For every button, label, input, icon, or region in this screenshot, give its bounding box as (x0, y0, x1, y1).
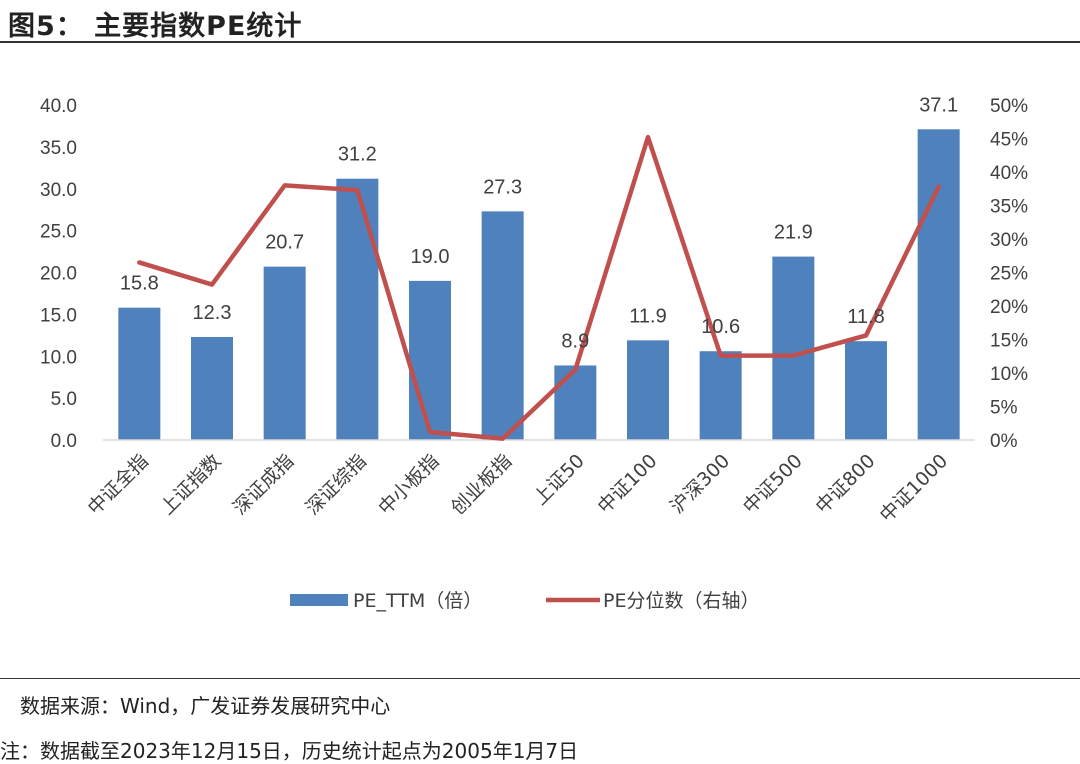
category-label: 上证指数 (156, 450, 225, 519)
title-divider (0, 41, 1080, 43)
bar (118, 307, 161, 440)
category-label: 上证50 (529, 450, 589, 510)
category-label: 中证1000 (876, 450, 953, 527)
source-note: 数据来源：Wind，广发证券发展研究中心 (20, 694, 391, 718)
bar-data-label: 31.2 (338, 144, 377, 166)
category-label: 创业板指 (447, 450, 516, 519)
pe-chart: 0.0 5.0 10.0 15.0 20.0 25.0 30.0 35.0 40.0 0% 5% 10… (40, 94, 1028, 612)
bar (917, 129, 960, 440)
left-axis-tick: 15.0 (40, 305, 77, 326)
category-label: 中证全指 (84, 450, 153, 519)
right-axis-tick: 10% (990, 364, 1028, 385)
left-axis-tick: 30.0 (40, 180, 77, 201)
bar (409, 280, 451, 440)
bar-data-label: 11.9 (629, 305, 666, 327)
left-axis-tick: 35.0 (40, 138, 77, 159)
category-label: 沪深300 (666, 450, 734, 518)
legend-bar-swatch (290, 594, 348, 606)
bar-data-label: 27.3 (483, 176, 522, 198)
right-axis-tick: 35% (990, 197, 1028, 218)
left-axis-tick: 5.0 (51, 389, 77, 410)
bar (772, 256, 815, 440)
right-axis-tick: 30% (990, 230, 1028, 251)
figure-title: 图5： 主要指数PE统计 (8, 11, 303, 42)
bar (481, 211, 524, 440)
left-axis-tick: 10.0 (40, 347, 77, 368)
category-label: 中小板指 (374, 450, 443, 519)
bar-data-label: 15.8 (120, 273, 159, 295)
right-axis-tick: 5% (990, 398, 1018, 419)
bar-data-label: 37.1 (919, 94, 958, 116)
bar-data-label: 12.3 (193, 302, 232, 324)
bar-data-label: 8.9 (561, 330, 589, 352)
bar (845, 341, 887, 440)
bar-data-label: 11.8 (847, 306, 884, 328)
category-label: 深证成指 (229, 450, 298, 519)
right-axis-tick: 50% (990, 96, 1028, 117)
footer-divider (0, 678, 1080, 679)
category-label: 中证100 (593, 450, 661, 518)
left-axis-tick: 20.0 (40, 264, 77, 285)
bar (627, 340, 669, 440)
category-label: 中证500 (739, 450, 807, 518)
bar (554, 365, 597, 440)
bar-data-label: 10.6 (701, 316, 740, 338)
category-label: 中证800 (811, 450, 879, 518)
remark-note: 注：数据截至2023年12月15日，历史统计起点为2005年1月7日 (0, 739, 579, 763)
right-axis-tick: 15% (990, 331, 1028, 352)
bar-data-label: 19.0 (411, 246, 450, 268)
right-axis-tick: 40% (990, 163, 1028, 184)
legend-label-percentile: PE分位数（右轴） (603, 590, 759, 612)
left-axis-tick: 40.0 (40, 96, 77, 117)
right-axis-tick: 0% (990, 431, 1018, 452)
bar (699, 351, 742, 440)
right-axis-tick: 20% (990, 297, 1028, 318)
right-axis-tick: 25% (990, 264, 1028, 285)
percentile-line (137, 134, 941, 441)
left-axis-tick: 0.0 (51, 431, 77, 452)
left-axis-tick: 25.0 (40, 222, 77, 243)
bar (191, 336, 233, 440)
bar-data-label: 21.9 (774, 222, 813, 244)
bar (336, 178, 379, 440)
bar-data-label: 20.7 (265, 232, 304, 254)
bar (263, 266, 306, 440)
right-axis-tick: 45% (990, 130, 1028, 151)
legend-label-pe: PE_TTM（倍） (353, 590, 482, 612)
category-label: 深证综指 (302, 450, 371, 519)
